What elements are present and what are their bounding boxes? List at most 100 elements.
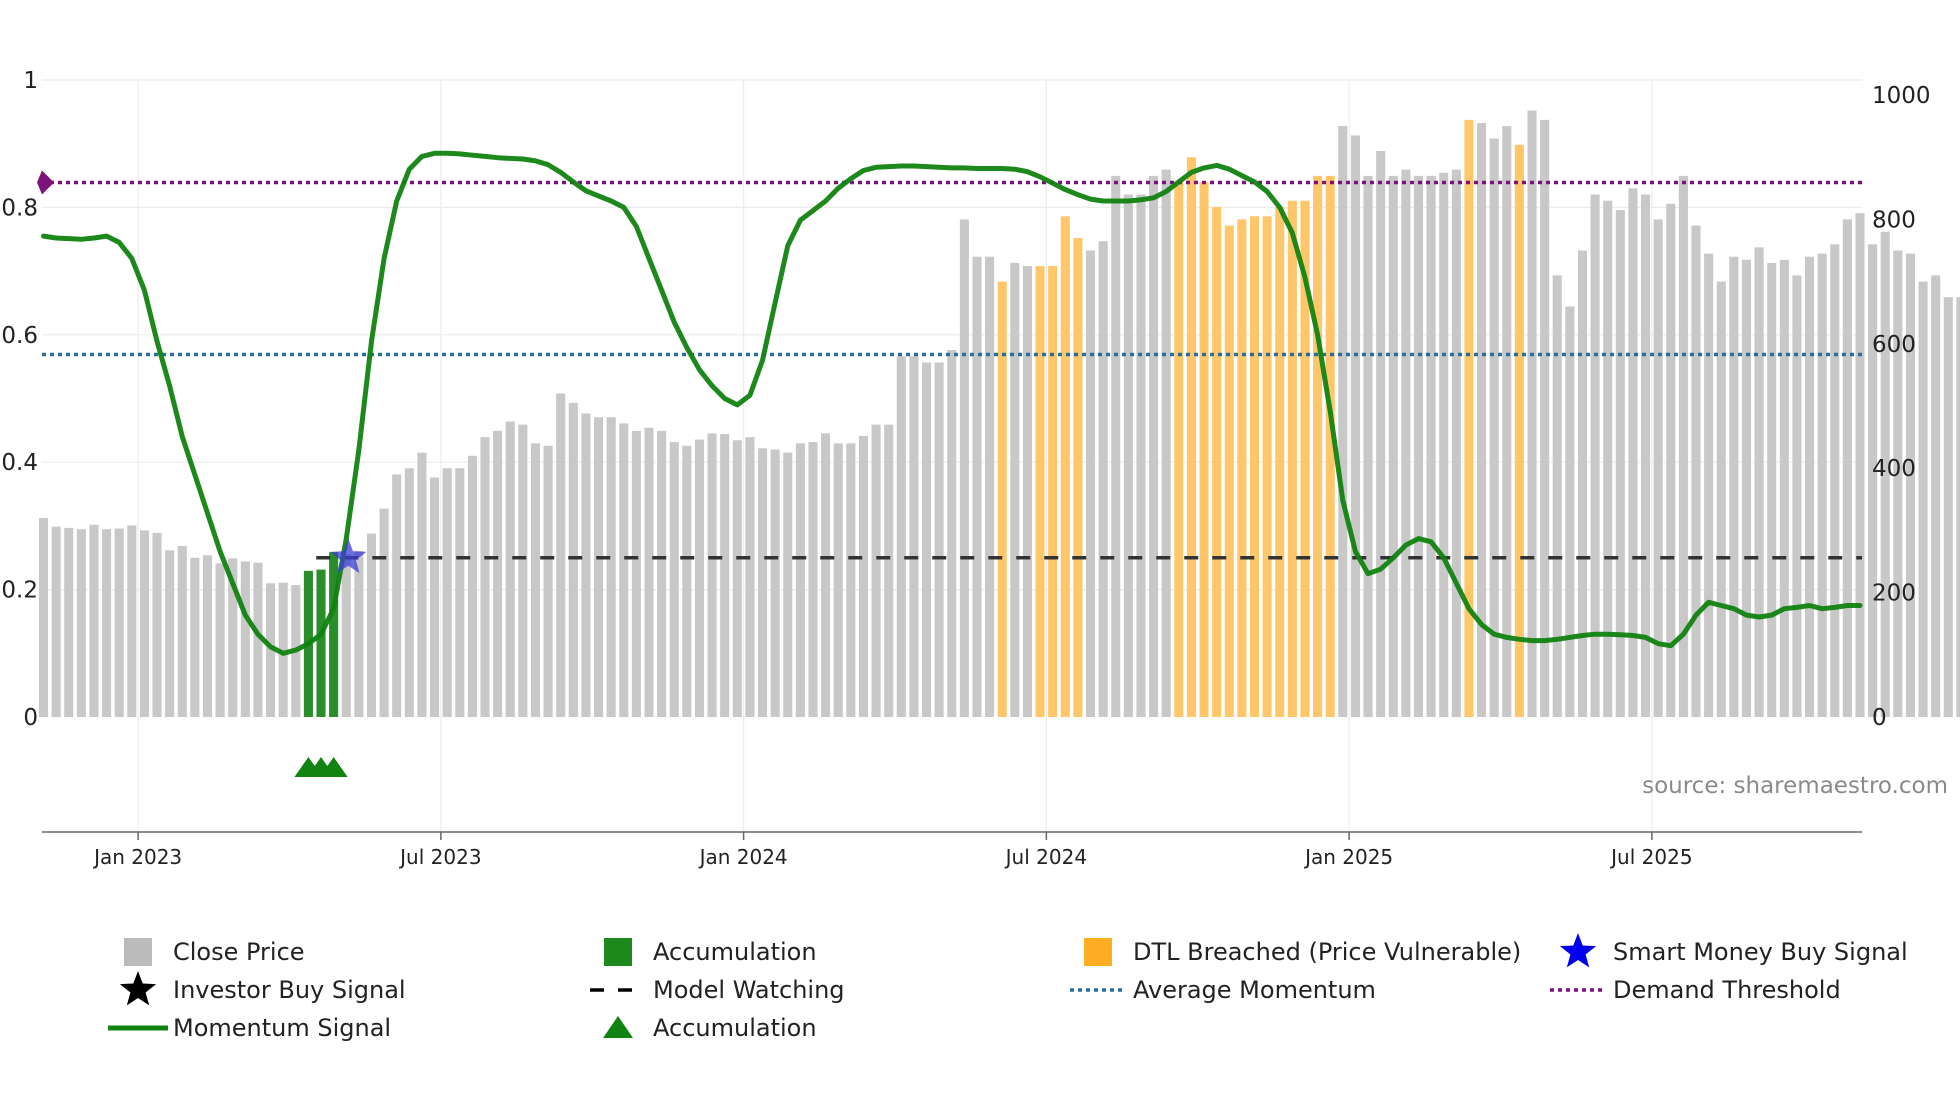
close-price-bar xyxy=(1010,262,1020,717)
close-price-bar xyxy=(1956,297,1960,717)
close-price-bar xyxy=(442,468,452,717)
close-price-bar xyxy=(1943,297,1953,717)
close-price-bar xyxy=(594,417,604,717)
left-tick-label: 0.4 xyxy=(1,450,38,476)
dtl-breached-bar xyxy=(1073,238,1083,717)
close-price-bar xyxy=(1716,281,1726,717)
reference-lines xyxy=(37,170,1862,560)
close-price-bar xyxy=(1590,194,1600,717)
close-price-bar xyxy=(669,442,679,717)
legend-item: Accumulation xyxy=(603,1014,817,1042)
source-label: source: sharemaestro.com xyxy=(1642,773,1948,799)
close-price-bar xyxy=(707,433,717,717)
legend-item: Smart Money Buy Signal xyxy=(1559,933,1908,968)
legend-triangle-icon xyxy=(603,1016,633,1038)
momentum-signal-line xyxy=(41,150,1863,656)
signal-markers xyxy=(294,538,367,777)
legend-label: Accumulation xyxy=(653,938,817,966)
close-price-bar xyxy=(1565,306,1575,717)
close-price-bar xyxy=(1666,203,1676,718)
accumulation-bar xyxy=(329,552,339,717)
legend-item: Demand Threshold xyxy=(1550,976,1841,1004)
legend-item: Model Watching xyxy=(590,976,845,1004)
close-price-bar xyxy=(1338,126,1348,718)
left-tick-label: 1 xyxy=(23,68,38,94)
close-price-bar xyxy=(985,256,995,717)
left-tick-label: 0.8 xyxy=(1,195,38,221)
close-price-bar xyxy=(833,443,843,717)
close-price-bar xyxy=(480,437,490,717)
smart-money-buy-star xyxy=(330,538,367,574)
close-price-bar xyxy=(76,529,86,717)
close-price-bar xyxy=(341,554,351,717)
close-price-bar xyxy=(1628,188,1638,718)
dtl-breached-bar xyxy=(1313,175,1323,718)
close-price-bar xyxy=(493,430,503,717)
close-price-bar xyxy=(694,439,704,717)
close-price-bar xyxy=(1805,256,1815,717)
dtl-breached-bar xyxy=(1325,175,1335,718)
close-price-bar xyxy=(1085,250,1096,717)
close-price-bar xyxy=(1704,253,1714,718)
dtl-breached-bar xyxy=(1048,266,1058,717)
close-price-bar xyxy=(64,527,74,717)
legend-label: Model Watching xyxy=(653,976,845,1004)
close-price-bar xyxy=(278,582,288,717)
close-price-bar xyxy=(1123,194,1133,717)
legend-label: Demand Threshold xyxy=(1613,976,1841,1004)
close-price-bar xyxy=(884,424,894,717)
close-price-bar xyxy=(89,524,99,717)
legend-item: Momentum Signal xyxy=(108,1014,391,1042)
price-bars xyxy=(38,110,1960,718)
close-price-bar xyxy=(1540,119,1550,717)
close-price-bar xyxy=(858,435,868,717)
close-price-bar xyxy=(379,508,389,717)
close-price-bar xyxy=(518,424,528,717)
dtl-breached-bar xyxy=(1174,182,1184,717)
right-tick-label: 1000 xyxy=(1872,83,1931,109)
dtl-breached-bar xyxy=(1262,216,1272,718)
close-price-bar xyxy=(530,443,541,717)
close-price-bar xyxy=(619,423,629,717)
close-price-bar xyxy=(1893,250,1903,717)
close-price-bar xyxy=(1161,169,1171,717)
close-price-bar xyxy=(1880,231,1890,717)
close-price-bar xyxy=(1489,138,1499,718)
close-price-bar xyxy=(896,356,906,717)
close-price-bar xyxy=(1792,275,1802,717)
close-price-bar xyxy=(1779,259,1789,717)
close-price-bar xyxy=(934,362,944,717)
legend-item: Investor Buy Signal xyxy=(119,971,406,1006)
close-price-bar xyxy=(543,445,553,717)
dtl-breached-bar xyxy=(1249,216,1260,718)
close-price-bar xyxy=(606,417,616,717)
close-price-bar xyxy=(1350,135,1360,717)
close-price-bar xyxy=(808,442,818,717)
close-price-bar xyxy=(455,468,465,717)
close-price-bar xyxy=(1401,169,1411,717)
dtl-breached-bar xyxy=(1464,119,1474,717)
right-tick-label: 600 xyxy=(1872,332,1916,358)
dtl-breached-bar xyxy=(1300,200,1310,718)
close-price-bar xyxy=(1741,259,1752,717)
close-price-bar xyxy=(38,517,49,717)
left-tick-label: 0 xyxy=(23,705,38,731)
legend-star-icon xyxy=(119,971,157,1006)
close-price-bar xyxy=(1376,150,1386,718)
accumulation-triangle xyxy=(319,757,348,777)
close-price-bar xyxy=(682,445,692,717)
close-price-bar xyxy=(909,356,919,717)
close-price-bar xyxy=(1678,175,1688,718)
close-price-bar xyxy=(1830,244,1840,717)
close-price-bar xyxy=(1842,219,1852,717)
close-price-bar xyxy=(1413,175,1424,718)
demand-threshold-marker xyxy=(37,170,54,195)
dtl-breached-bar xyxy=(997,281,1007,717)
momentum-series xyxy=(41,150,1863,656)
legend-label: DTL Breached (Price Vulnerable) xyxy=(1133,938,1521,966)
close-price-bar xyxy=(1817,253,1827,718)
legend-square-icon xyxy=(124,938,152,966)
close-price-bar xyxy=(720,433,730,717)
close-price-bar xyxy=(644,427,654,717)
close-price-bar xyxy=(240,561,250,717)
